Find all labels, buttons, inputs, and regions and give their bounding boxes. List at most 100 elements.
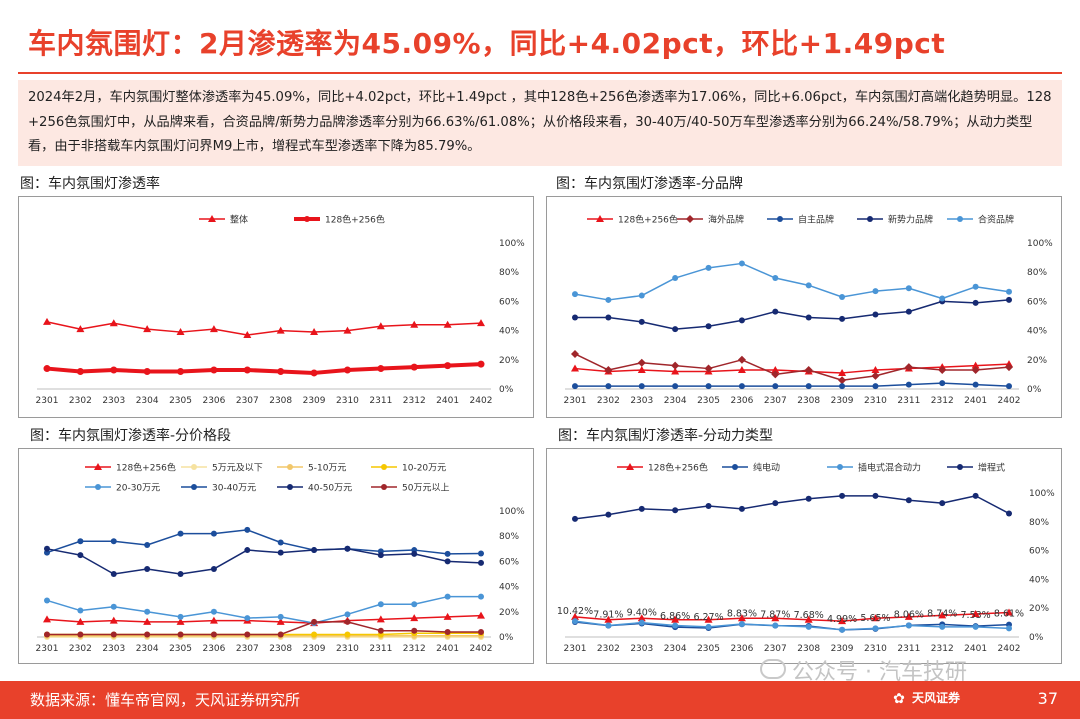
x-tick-label: 2304 — [664, 396, 687, 406]
data-point — [276, 617, 285, 625]
data-point — [210, 530, 217, 537]
series-line — [46, 548, 482, 575]
data-point — [605, 511, 612, 518]
data-point — [872, 492, 879, 499]
data-point — [177, 367, 185, 375]
legend-label: 增程式 — [978, 462, 1005, 474]
x-tick-label: 2308 — [797, 644, 820, 654]
series-line — [574, 382, 1010, 387]
series-line — [46, 529, 482, 555]
y-tick-label: 0% — [499, 633, 514, 643]
data-point — [43, 615, 51, 623]
legend-item: 30-40万元 — [181, 484, 256, 494]
legend-label: 128色+256色 — [325, 214, 385, 226]
data-point — [572, 291, 578, 298]
data-point — [77, 538, 84, 545]
data-point — [377, 365, 385, 373]
x-tick-label: 2311 — [897, 396, 920, 406]
series — [571, 349, 1013, 385]
data-point — [343, 366, 351, 374]
data-point — [110, 366, 118, 374]
data-point — [277, 549, 284, 556]
x-tick-label: 2402 — [470, 396, 493, 406]
data-point — [1006, 510, 1012, 517]
wechat-icon — [760, 659, 786, 679]
data-point — [939, 500, 946, 507]
data-point — [77, 552, 84, 559]
x-tick-label: 2307 — [236, 644, 259, 654]
series-line — [46, 595, 482, 624]
data-point — [109, 616, 118, 624]
data-point — [443, 612, 452, 620]
chart-caption-powertrain: 图：车内氛围灯渗透率-分动力类型 — [558, 428, 774, 444]
data-point — [143, 367, 151, 375]
legend-label: 40-50万元 — [308, 484, 352, 494]
legend-item: 20-30万元 — [85, 484, 160, 494]
x-tick-label: 2305 — [697, 396, 720, 406]
data-point — [477, 319, 485, 327]
data-point — [343, 326, 352, 334]
y-tick-label: 80% — [1027, 268, 1047, 278]
data-point — [443, 320, 452, 328]
data-point — [311, 547, 318, 554]
x-tick-label: 2302 — [597, 644, 620, 654]
x-tick-label: 2301 — [36, 644, 59, 654]
data-point — [737, 366, 746, 374]
legend-swatch-marker — [867, 216, 873, 222]
data-point — [411, 601, 418, 608]
x-tick-label: 2311 — [369, 644, 392, 654]
data-point — [872, 311, 879, 318]
y-tick-label: 60% — [499, 557, 519, 567]
data-point — [871, 366, 880, 374]
data-point — [76, 325, 85, 333]
data-point — [477, 360, 485, 368]
data-point — [972, 492, 979, 499]
data-point — [638, 619, 645, 626]
x-tick-label: 2306 — [202, 644, 225, 654]
data-point — [638, 505, 645, 512]
x-tick-label: 2401 — [436, 644, 459, 654]
data-point — [76, 367, 84, 375]
data-point — [143, 325, 152, 333]
x-tick-label: 2312 — [931, 396, 954, 406]
data-point — [605, 296, 612, 303]
legend-swatch-marker — [957, 464, 963, 470]
data-label: 6.27% — [693, 612, 723, 623]
data-point — [704, 364, 713, 373]
data-point — [444, 362, 452, 370]
data-point — [638, 292, 645, 299]
series — [572, 380, 1012, 390]
title-divider — [18, 72, 1062, 74]
x-tick-label: 2306 — [730, 644, 753, 654]
chart-caption-price: 图：车内氛围灯渗透率-分价格段 — [30, 428, 232, 444]
logo-icon: ✿ — [893, 691, 905, 707]
legend-swatch-marker — [287, 484, 293, 490]
x-tick-label: 2312 — [403, 644, 426, 654]
series-line — [574, 611, 1010, 622]
y-tick-label: 0% — [1027, 385, 1042, 395]
legend-swatch-marker — [732, 464, 738, 470]
data-point — [672, 622, 679, 629]
legend-item: 海外品牌 — [677, 214, 744, 226]
data-point — [1006, 625, 1012, 632]
x-tick-label: 2303 — [102, 644, 125, 654]
legend-item: 合资品牌 — [947, 214, 1014, 226]
series-line — [574, 363, 1010, 374]
series — [44, 593, 484, 627]
x-tick-label: 2308 — [797, 396, 820, 406]
x-tick-label: 2302 — [69, 396, 92, 406]
x-tick-label: 2304 — [136, 396, 159, 406]
data-point — [277, 367, 285, 375]
data-point — [672, 383, 679, 390]
legend-swatch-marker — [686, 215, 694, 223]
data-point — [144, 542, 151, 549]
data-point — [444, 558, 451, 565]
data-point — [737, 614, 746, 622]
data-point — [772, 622, 779, 629]
data-point — [905, 622, 912, 629]
series — [571, 608, 1013, 625]
data-label: 5.65% — [860, 613, 890, 624]
x-tick-label: 2402 — [998, 396, 1021, 406]
x-tick-label: 2301 — [564, 644, 587, 654]
data-point — [377, 552, 384, 559]
